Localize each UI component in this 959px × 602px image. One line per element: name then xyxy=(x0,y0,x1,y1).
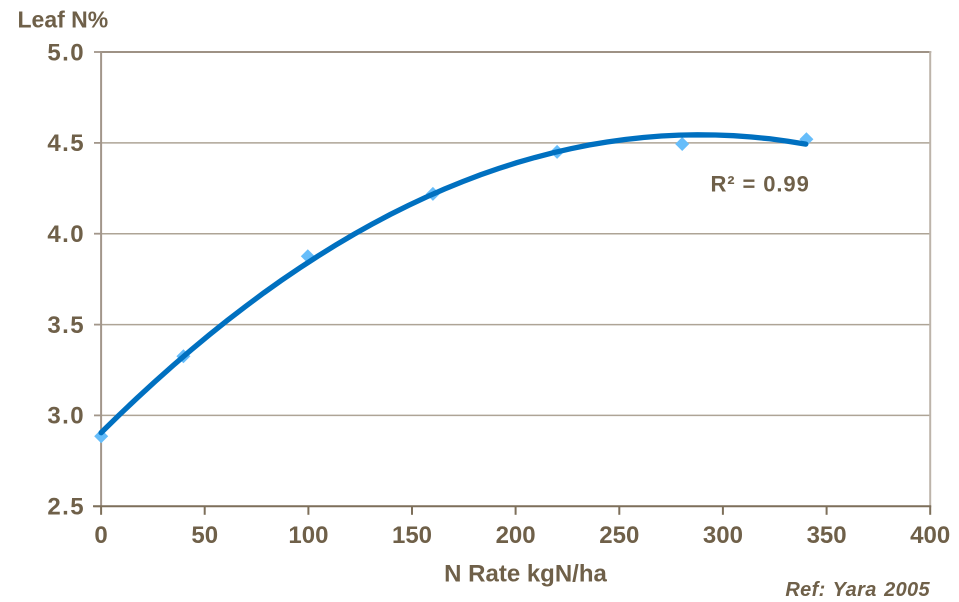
svg-text:200: 200 xyxy=(496,522,536,549)
svg-text:Leaf N%: Leaf N% xyxy=(18,7,109,33)
svg-text:5.0: 5.0 xyxy=(47,39,85,66)
svg-text:100: 100 xyxy=(288,522,328,549)
svg-text:300: 300 xyxy=(703,522,743,549)
svg-text:Ref: Yara 2005: Ref: Yara 2005 xyxy=(785,579,930,601)
svg-text:150: 150 xyxy=(392,522,432,549)
svg-text:3.5: 3.5 xyxy=(47,312,85,339)
svg-text:350: 350 xyxy=(807,522,847,549)
svg-text:4.5: 4.5 xyxy=(47,130,85,157)
svg-text:3.0: 3.0 xyxy=(47,403,85,430)
svg-text:4.0: 4.0 xyxy=(47,221,85,248)
svg-text:250: 250 xyxy=(599,522,639,549)
svg-text:R² = 0.99: R² = 0.99 xyxy=(711,171,810,196)
svg-text:400: 400 xyxy=(910,522,950,549)
svg-text:N Rate kgN/ha: N Rate kgN/ha xyxy=(444,561,607,588)
svg-text:2.5: 2.5 xyxy=(47,494,85,521)
svg-text:50: 50 xyxy=(191,522,218,549)
svg-text:0: 0 xyxy=(94,522,107,549)
